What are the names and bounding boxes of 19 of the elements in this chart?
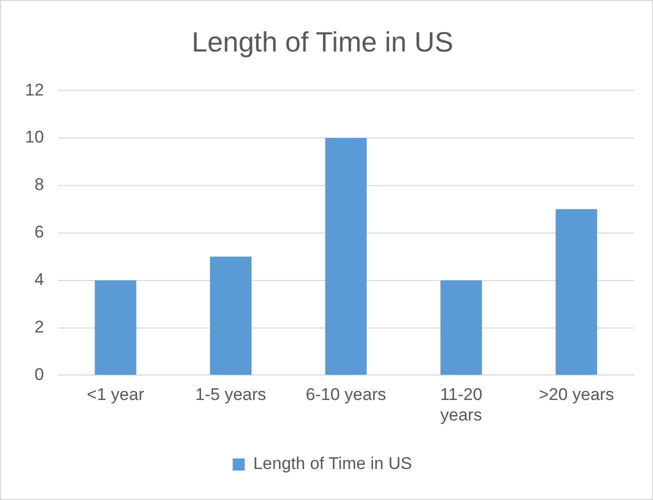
bar <box>556 209 598 375</box>
bar <box>325 138 367 375</box>
bar <box>210 256 252 375</box>
y-tick-label: 8 <box>34 175 44 194</box>
x-tick-label: >20 years <box>538 385 614 404</box>
chart-title: Length of Time in US <box>192 26 454 58</box>
y-tick-label: 10 <box>24 128 44 147</box>
y-tick-label: 6 <box>34 222 44 242</box>
x-tick-label: <1 year <box>86 385 144 404</box>
y-tick-label: 2 <box>34 317 44 336</box>
bar <box>440 280 482 375</box>
bar <box>94 280 136 375</box>
y-tick-label: 12 <box>24 80 44 100</box>
y-tick-label: 4 <box>34 270 44 290</box>
x-tick-label: 11-20 years <box>440 385 482 424</box>
y-tick-label: 0 <box>34 364 44 384</box>
x-tick-label: 1-5 years <box>195 385 266 404</box>
x-tick-label: 6-10 years <box>306 385 386 404</box>
legend-label: Length of Time in US <box>253 454 412 474</box>
